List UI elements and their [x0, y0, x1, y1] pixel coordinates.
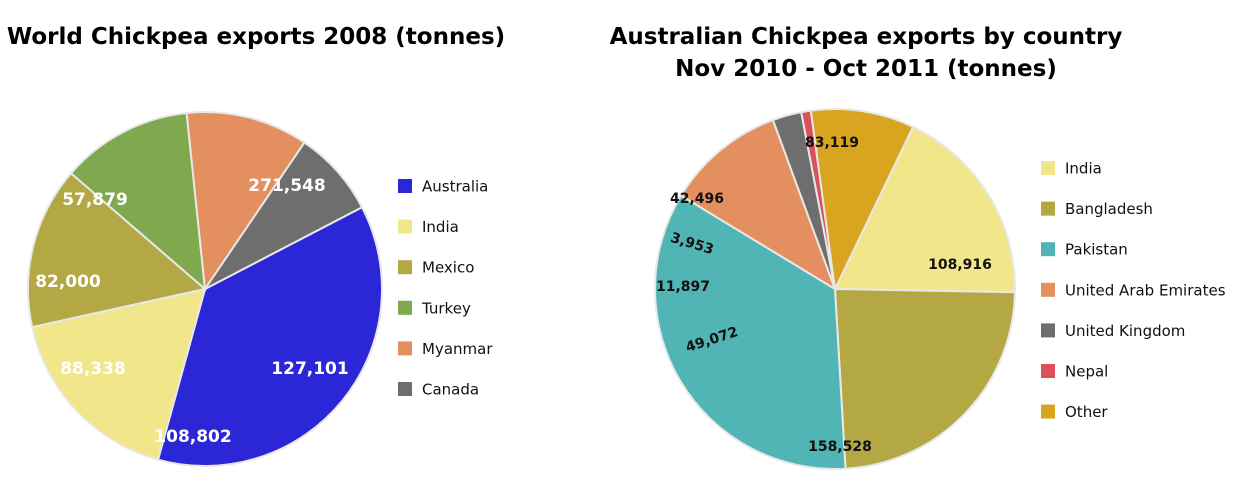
legend-label: India	[1065, 160, 1102, 178]
slice-value-label: 83,119	[805, 135, 859, 151]
legend-item: India	[398, 218, 459, 236]
legend-swatch	[1041, 282, 1055, 297]
slice-value-label: 108,916	[928, 257, 992, 273]
legend-swatch	[1041, 161, 1055, 175]
chart-title-line: Australian Chickpea exports by country	[609, 24, 1123, 50]
legend-item: Turkey	[398, 299, 471, 317]
legend-item: India	[1041, 160, 1102, 178]
slice-value-label: 42,496	[670, 191, 724, 207]
legend-label: Myanmar	[422, 340, 493, 358]
chart-title-line: Nov 2010 - Oct 2011 (tonnes)	[675, 56, 1057, 82]
legend-label: India	[422, 218, 459, 236]
legend-item: United Arab Emirates	[1041, 281, 1226, 299]
legend-label: Canada	[422, 381, 479, 399]
slice-value-label: 88,338	[60, 359, 126, 379]
legend-label: Australia	[422, 178, 488, 196]
legend-swatch	[1041, 201, 1055, 216]
legend-item: United Kingdom	[1041, 322, 1185, 340]
pie-slice-india	[30, 287, 207, 461]
legend-label: United Arab Emirates	[1065, 281, 1226, 299]
slice-value-label: 108,802	[154, 427, 231, 447]
slice-value-label: 158,528	[808, 439, 872, 455]
legend-1: Australia India Mexico Turkey Myanmar Canada	[398, 178, 493, 399]
pie-slice-myanmar	[185, 111, 306, 292]
legend-swatch	[398, 219, 412, 234]
pie-chart-1: 271,548 127,101 108,802 88,338 82,000 57,879	[27, 111, 383, 467]
legend-2: India Bangladesh Pakistan United Arab Emira…	[1041, 160, 1226, 421]
legend-label: Pakistan	[1065, 241, 1128, 259]
legend-item: Canada	[398, 381, 479, 399]
legend-swatch	[1041, 404, 1055, 419]
legend-swatch	[398, 341, 412, 356]
pie-slice-india	[833, 125, 1016, 294]
slice-value-label: 82,000	[35, 272, 101, 292]
legend-swatch	[398, 260, 412, 275]
legend-label: Turkey	[421, 299, 471, 317]
legend-label: United Kingdom	[1065, 322, 1185, 340]
pie-slice-bangladesh	[833, 287, 1016, 470]
pie-slice-australia	[156, 205, 383, 467]
legend-item: Other	[1041, 403, 1108, 421]
slice-value-label: 57,879	[62, 190, 128, 210]
legend-item: Pakistan	[1041, 241, 1128, 259]
pie-slice-other	[809, 108, 915, 293]
legend-swatch	[1041, 364, 1055, 378]
legend-item: Myanmar	[398, 340, 493, 358]
legend-label: Nepal	[1065, 363, 1108, 381]
legend-item: Mexico	[398, 259, 474, 277]
pie-slice-mexico	[27, 171, 208, 329]
pie-slice-united-arab-emirates	[679, 118, 837, 292]
slice-value-label: 271,548	[248, 176, 325, 196]
slice-value-label: 127,101	[271, 359, 348, 379]
pie-slice-canada	[204, 141, 364, 290]
legend-item: Australia	[398, 178, 488, 196]
legend-swatch	[398, 382, 412, 396]
legend-swatch	[1041, 323, 1055, 338]
legend-item: Nepal	[1041, 363, 1108, 381]
legend-label: Mexico	[422, 259, 474, 277]
pie-slice-pakistan	[654, 194, 847, 470]
slice-value-label: 11,897	[656, 279, 710, 295]
pie-slice-turkey	[69, 111, 207, 292]
chart-title-australia: Australian Chickpea exports by country No…	[560, 21, 1172, 85]
chart-title-world: World Chickpea exports 2008 (tonnes)	[6, 24, 506, 50]
pie-chart-2: 83,119108,916158,52849,07211,8973,95342,…	[654, 108, 1016, 470]
legend-label: Bangladesh	[1065, 200, 1153, 218]
legend-swatch	[1041, 242, 1055, 257]
legend-swatch	[398, 179, 412, 193]
legend-label: Other	[1065, 403, 1108, 421]
legend-swatch	[398, 300, 412, 315]
legend-item: Bangladesh	[1041, 200, 1153, 218]
